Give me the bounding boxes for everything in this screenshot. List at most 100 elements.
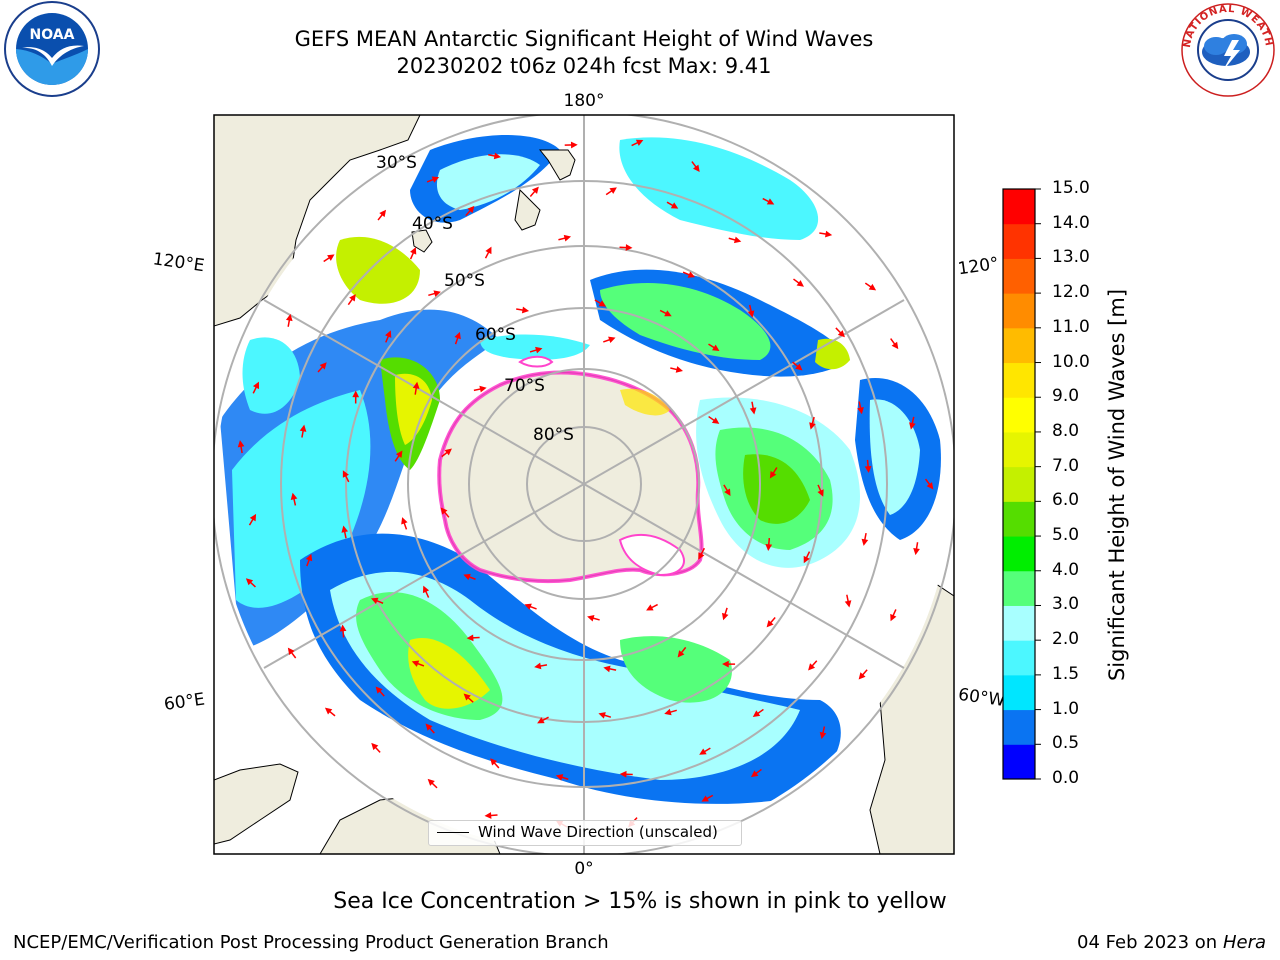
wind-arrow-head xyxy=(534,662,542,670)
wind-arrow-head xyxy=(425,723,433,731)
wind-arrow-head xyxy=(677,650,685,658)
wind-arrow-head xyxy=(410,247,417,255)
wind-arrow-head xyxy=(766,198,775,205)
wind-arrow-head xyxy=(864,465,872,473)
colorbar-tick-label: 0.5 xyxy=(1052,733,1080,754)
wind-arrow-head xyxy=(769,471,777,479)
map-legend: Wind Wave Direction (unscaled) xyxy=(428,820,742,846)
colorbar-tick-label: 4.0 xyxy=(1052,559,1080,580)
chart-title: GEFS MEAN Antarctic Significant Height o… xyxy=(294,27,874,51)
wind-arrow-head xyxy=(675,366,683,373)
legend-line-swatch xyxy=(437,832,469,833)
wind-arrow-head xyxy=(422,585,430,594)
wind-arrow-head xyxy=(342,470,349,478)
wind-arrow-head xyxy=(299,424,307,432)
wind-arrow-head xyxy=(837,330,845,338)
wind-arrow-head xyxy=(712,344,720,352)
wind-arrow-head xyxy=(795,363,803,371)
wind-arrow-head xyxy=(395,450,403,458)
colorbar-tick-label: 1.0 xyxy=(1052,698,1080,719)
wind-arrow-head xyxy=(766,620,774,628)
colorbar-swatch xyxy=(1003,189,1035,225)
lon-label-120w: 120° xyxy=(957,254,1000,280)
wind-arrow-head xyxy=(664,708,672,716)
wind-arrow-head xyxy=(349,294,356,302)
colorbar-swatch xyxy=(1003,466,1035,502)
colorbar-swatch xyxy=(1003,397,1035,433)
wind-arrow-head xyxy=(440,507,448,515)
colorbar-swatch xyxy=(1003,223,1035,259)
wind-arrow-head xyxy=(463,573,471,581)
wind-arrow-head xyxy=(444,448,452,456)
colorbar-tick-label: 3.0 xyxy=(1052,594,1080,615)
colorbar-tick-label: 7.0 xyxy=(1052,455,1080,476)
colorbar-ticks xyxy=(1035,188,1041,780)
wind-arrow-head xyxy=(609,187,617,194)
landmass-australia xyxy=(214,115,421,327)
colorbar-swatch xyxy=(1003,327,1035,364)
footer-date-text: 04 Feb 2023 on xyxy=(1077,932,1218,953)
colorbar-tick-label: 2.0 xyxy=(1052,629,1080,650)
wind-arrow-head xyxy=(722,660,729,668)
wind-arrow-head xyxy=(796,280,804,287)
wind-arrow-head xyxy=(490,758,498,766)
colorbar-swatch xyxy=(1003,293,1035,329)
colorbar-swatch xyxy=(1003,674,1035,711)
colorbar-swatch xyxy=(1003,640,1035,676)
lat-label-70s: 70°S xyxy=(504,376,545,396)
wind-arrow-head xyxy=(598,300,607,307)
wind-arrow-head xyxy=(692,164,700,173)
wind-arrow-head xyxy=(252,381,260,390)
colorbar xyxy=(1003,189,1035,780)
lat-label-40s: 40°S xyxy=(412,214,453,234)
graticule xyxy=(214,115,954,854)
wind-arrow-head xyxy=(721,612,729,621)
wind-arrow-head xyxy=(765,544,773,552)
wind-arrow-head xyxy=(433,290,441,297)
colorbar-tick-label: 9.0 xyxy=(1052,386,1080,407)
wind-arrow-head xyxy=(808,663,816,671)
colorbar-tick-label: 5.0 xyxy=(1052,525,1080,546)
colorbar-swatch xyxy=(1003,570,1035,606)
wind-arrow-head xyxy=(371,597,379,605)
wind-arrow-head xyxy=(484,812,492,819)
wind-arrow-head xyxy=(285,313,293,322)
wind-arrow-head xyxy=(412,381,420,389)
wind-arrow-head xyxy=(858,672,866,680)
wind-arrow-head xyxy=(646,604,654,611)
wind-arrow-head xyxy=(531,186,539,194)
wind-arrow-head xyxy=(493,152,501,160)
wind-arrow-head xyxy=(890,613,897,622)
wind-arrow-head xyxy=(664,310,672,317)
wind-arrows xyxy=(237,139,934,828)
lon-label-120e: 120°E xyxy=(152,249,206,276)
wind-arrow-head xyxy=(733,236,742,244)
lat-label-30s: 30°S xyxy=(376,153,417,173)
nws-logo: NATIONAL WEATHER SERVICE xyxy=(1176,0,1275,97)
wind-arrow-head xyxy=(411,660,420,667)
wind-arrow-head xyxy=(485,246,492,255)
wind-arrow-head xyxy=(570,141,578,149)
lon-label-60e: 60°E xyxy=(163,689,206,714)
colorbar-tick-label: 15.0 xyxy=(1052,178,1090,198)
wind-arrow-head xyxy=(750,770,759,778)
lon-label-180: 180° xyxy=(564,91,605,111)
wind-arrow-head xyxy=(749,407,757,415)
wind-arrow-head xyxy=(587,615,595,622)
colorbar-tick-label: 6.0 xyxy=(1052,490,1080,511)
wind-arrow-head xyxy=(339,624,347,632)
wind-arrow-head xyxy=(598,712,606,719)
wind-arrow-head xyxy=(249,513,257,522)
wind-arrow-head xyxy=(844,600,852,608)
map-frame xyxy=(213,114,955,855)
wind-arrow-head xyxy=(752,710,761,717)
wind-arrow-head xyxy=(701,795,709,802)
lat-label-50s: 50°S xyxy=(444,271,485,291)
landmass-tasmania xyxy=(411,229,433,253)
wind-arrow-head xyxy=(352,390,360,398)
legend-text: Wind Wave Direction (unscaled) xyxy=(478,823,718,841)
wind-arrow-head xyxy=(625,244,633,251)
wind-arrow-head xyxy=(401,517,408,525)
wind-arrow-head xyxy=(635,139,644,146)
